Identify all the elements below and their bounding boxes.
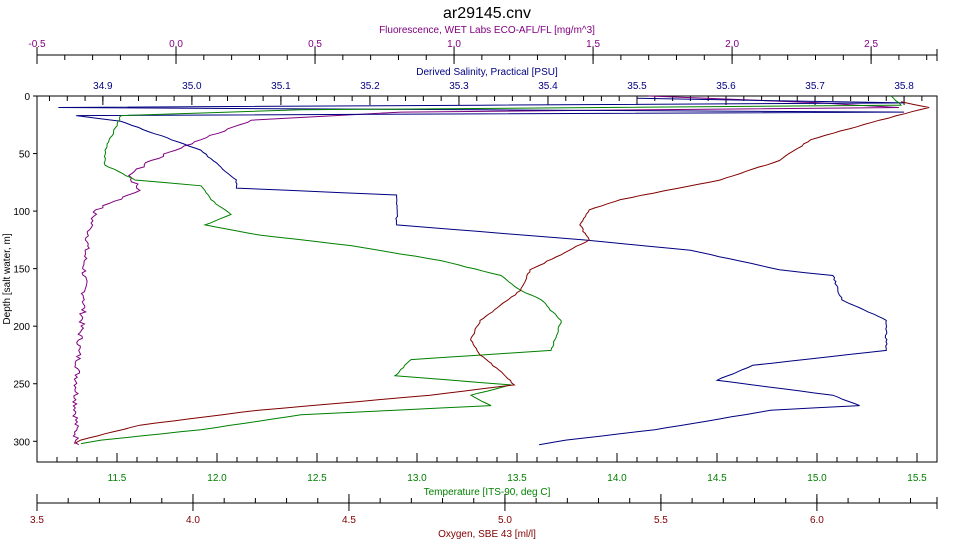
fluorescence-tick-label: 0.5 bbox=[308, 39, 322, 50]
oxygen-tick-label: 3.5 bbox=[30, 515, 44, 526]
fluorescence-tick-label: 1.5 bbox=[586, 39, 600, 50]
oxygen-tick-label: 5.5 bbox=[654, 515, 668, 526]
salinity-tick-label: 35.0 bbox=[182, 81, 202, 92]
oxygen-axis-title: Oxygen, SBE 43 [ml/l] bbox=[438, 529, 536, 540]
depth-tick-label: 300 bbox=[13, 437, 30, 448]
plot-area bbox=[36, 95, 938, 463]
fluorescence-series-line bbox=[71, 95, 899, 446]
salinity-tick-label: 35.3 bbox=[449, 81, 469, 92]
oxygen-tick-label: 4.5 bbox=[342, 515, 356, 526]
depth-tick-label: 0 bbox=[24, 92, 30, 103]
salinity-tick-label: 35.5 bbox=[627, 81, 647, 92]
chart-title: ar29145.cnv bbox=[443, 5, 531, 22]
salinity-tick-label: 35.2 bbox=[360, 81, 380, 92]
depth-tick-label: 100 bbox=[13, 207, 30, 218]
temperature-tick-label: 13.0 bbox=[407, 473, 427, 484]
salinity-series-line bbox=[58, 97, 905, 446]
depth-tick-label: 250 bbox=[13, 380, 30, 391]
salinity-tick-label: 35.8 bbox=[894, 81, 914, 92]
temperature-tick-label: 12.0 bbox=[207, 473, 227, 484]
temperature-tick-label: 15.0 bbox=[807, 473, 827, 484]
fluorescence-tick-label: 2.5 bbox=[864, 39, 878, 50]
depth-tick-label: 200 bbox=[13, 322, 30, 333]
fluorescence-tick-label: 1.0 bbox=[447, 39, 461, 50]
oxygen-tick-label: 5.0 bbox=[498, 515, 512, 526]
temperature-tick-label: 13.5 bbox=[507, 473, 527, 484]
oxygen-tick-label: 4.0 bbox=[186, 515, 200, 526]
temperature-tick-label: 15.5 bbox=[907, 473, 927, 484]
salinity-tick-label: 35.6 bbox=[716, 81, 736, 92]
fluorescence-tick-label: 2.0 bbox=[725, 39, 739, 50]
depth-tick-label: 50 bbox=[19, 150, 31, 161]
temperature-tick-label: 12.5 bbox=[307, 473, 327, 484]
temperature-tick-label: 14.0 bbox=[607, 473, 627, 484]
salinity-tick-label: 35.7 bbox=[805, 81, 825, 92]
temperature-tick-label: 11.5 bbox=[108, 473, 127, 484]
fluorescence-tick-label: 0.0 bbox=[169, 39, 183, 50]
salinity-tick-label: 35.1 bbox=[271, 81, 291, 92]
depth-axis-label: Depth [salt water, m] bbox=[2, 233, 13, 324]
oxygen-series-line bbox=[74, 101, 930, 445]
fluorescence-axis-title: Fluorescence, WET Labs ECO-AFL/FL [mg/m^… bbox=[379, 25, 595, 36]
salinity-axis-title: Derived Salinity, Practical [PSU] bbox=[416, 67, 558, 78]
salinity-tick-label: 35.4 bbox=[538, 81, 558, 92]
temperature-axis-title: Temperature [ITS-90, deg C] bbox=[424, 487, 551, 498]
salinity-tick-label: 34.9 bbox=[93, 81, 113, 92]
depth-tick-label: 150 bbox=[13, 265, 30, 276]
oxygen-tick-label: 6.0 bbox=[810, 515, 824, 526]
fluorescence-tick-label: -0.5 bbox=[28, 39, 46, 50]
temperature-tick-label: 14.5 bbox=[707, 473, 727, 484]
